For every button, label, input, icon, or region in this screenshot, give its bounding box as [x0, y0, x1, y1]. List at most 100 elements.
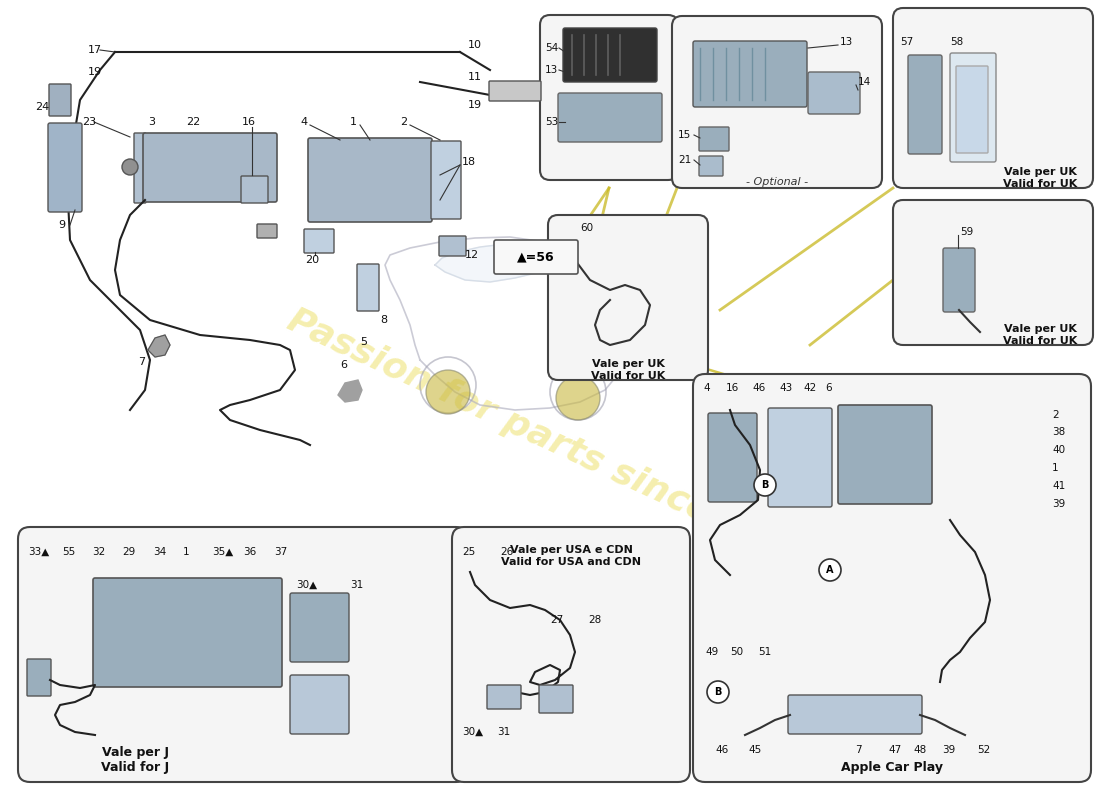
Text: 23: 23: [82, 117, 96, 127]
Text: Apple Car Play: Apple Car Play: [842, 761, 943, 774]
Text: 52: 52: [977, 745, 990, 755]
Text: 46: 46: [752, 383, 766, 393]
FancyBboxPatch shape: [563, 28, 657, 82]
Text: 21: 21: [678, 155, 691, 165]
Text: 36: 36: [243, 547, 256, 557]
FancyBboxPatch shape: [490, 81, 541, 101]
Text: Passion for parts since 1985: Passion for parts since 1985: [282, 302, 818, 578]
FancyBboxPatch shape: [943, 248, 975, 312]
Text: 32: 32: [92, 547, 106, 557]
Text: 45: 45: [748, 745, 761, 755]
Text: 12: 12: [465, 250, 480, 260]
Text: 11: 11: [468, 72, 482, 82]
FancyBboxPatch shape: [143, 133, 277, 202]
Text: Vale per UK
Valid for UK: Vale per UK Valid for UK: [1003, 167, 1077, 189]
FancyBboxPatch shape: [672, 16, 882, 188]
Circle shape: [707, 681, 729, 703]
Text: 24: 24: [35, 102, 50, 112]
Text: 14: 14: [858, 77, 871, 87]
Text: 13: 13: [840, 37, 854, 47]
FancyBboxPatch shape: [893, 200, 1093, 345]
Text: 29: 29: [122, 547, 135, 557]
FancyBboxPatch shape: [693, 41, 807, 107]
Text: 26: 26: [500, 547, 514, 557]
FancyBboxPatch shape: [838, 405, 932, 504]
Text: 40: 40: [1052, 445, 1065, 455]
Text: B: B: [714, 687, 722, 697]
FancyBboxPatch shape: [487, 685, 521, 709]
Text: 25: 25: [462, 547, 475, 557]
Text: 10: 10: [468, 40, 482, 50]
FancyBboxPatch shape: [693, 374, 1091, 782]
Text: 49: 49: [705, 647, 718, 657]
Text: 54: 54: [544, 43, 558, 53]
Text: 6: 6: [825, 383, 832, 393]
FancyBboxPatch shape: [452, 527, 690, 782]
Text: 6: 6: [340, 360, 346, 370]
Text: 18: 18: [462, 157, 476, 167]
Text: 48: 48: [913, 745, 926, 755]
Text: 27: 27: [550, 615, 563, 625]
FancyBboxPatch shape: [698, 127, 729, 151]
FancyBboxPatch shape: [18, 527, 468, 782]
Text: 33▲: 33▲: [28, 547, 50, 557]
FancyBboxPatch shape: [431, 141, 461, 219]
Text: B: B: [761, 480, 769, 490]
Text: 30▲: 30▲: [296, 580, 317, 590]
FancyBboxPatch shape: [558, 93, 662, 142]
Text: 43: 43: [779, 383, 792, 393]
Text: 4: 4: [300, 117, 307, 127]
FancyBboxPatch shape: [134, 133, 146, 203]
Text: 28: 28: [588, 615, 602, 625]
Text: Vale per UK
Valid for UK: Vale per UK Valid for UK: [1003, 324, 1077, 346]
Text: 31: 31: [497, 727, 510, 737]
Text: 38: 38: [1052, 427, 1065, 437]
Text: 16: 16: [242, 117, 256, 127]
Text: 59: 59: [960, 227, 974, 237]
Text: 7: 7: [855, 745, 861, 755]
Text: 31: 31: [350, 580, 363, 590]
Text: 8: 8: [379, 315, 387, 325]
Text: 41: 41: [1052, 481, 1065, 491]
Circle shape: [122, 159, 138, 175]
Text: 16: 16: [726, 383, 739, 393]
FancyBboxPatch shape: [439, 236, 466, 256]
FancyBboxPatch shape: [768, 408, 832, 507]
Text: - Optional -: - Optional -: [746, 177, 808, 187]
FancyBboxPatch shape: [308, 138, 432, 222]
Text: 35▲: 35▲: [212, 547, 233, 557]
Polygon shape: [148, 335, 170, 357]
Text: 47: 47: [888, 745, 901, 755]
Text: 4: 4: [703, 383, 710, 393]
FancyBboxPatch shape: [708, 413, 757, 502]
Text: Vale per J
Valid for J: Vale per J Valid for J: [101, 746, 169, 774]
FancyBboxPatch shape: [241, 176, 268, 203]
Text: 17: 17: [88, 45, 102, 55]
Text: 1: 1: [1052, 463, 1058, 473]
Text: 13: 13: [544, 65, 558, 75]
Text: Vale per UK
Valid for UK: Vale per UK Valid for UK: [591, 359, 666, 381]
Polygon shape: [434, 244, 550, 282]
Text: A: A: [826, 565, 834, 575]
Text: 30▲: 30▲: [462, 727, 483, 737]
Polygon shape: [338, 380, 362, 402]
Text: 39: 39: [1052, 499, 1065, 509]
Text: 22: 22: [186, 117, 200, 127]
Text: 19: 19: [88, 67, 102, 77]
FancyBboxPatch shape: [494, 240, 578, 274]
FancyBboxPatch shape: [893, 8, 1093, 188]
Text: 42: 42: [803, 383, 816, 393]
Text: 50: 50: [730, 647, 744, 657]
FancyBboxPatch shape: [290, 675, 349, 734]
FancyBboxPatch shape: [28, 659, 51, 696]
Text: 34: 34: [153, 547, 166, 557]
FancyBboxPatch shape: [540, 15, 678, 180]
Text: 5: 5: [360, 337, 367, 347]
Text: 57: 57: [900, 37, 913, 47]
Text: 9: 9: [58, 220, 65, 230]
Text: Vale per USA e CDN
Valid for USA and CDN: Vale per USA e CDN Valid for USA and CDN: [500, 545, 641, 566]
FancyBboxPatch shape: [290, 593, 349, 662]
FancyBboxPatch shape: [304, 229, 334, 253]
Circle shape: [754, 474, 776, 496]
FancyBboxPatch shape: [548, 215, 708, 380]
